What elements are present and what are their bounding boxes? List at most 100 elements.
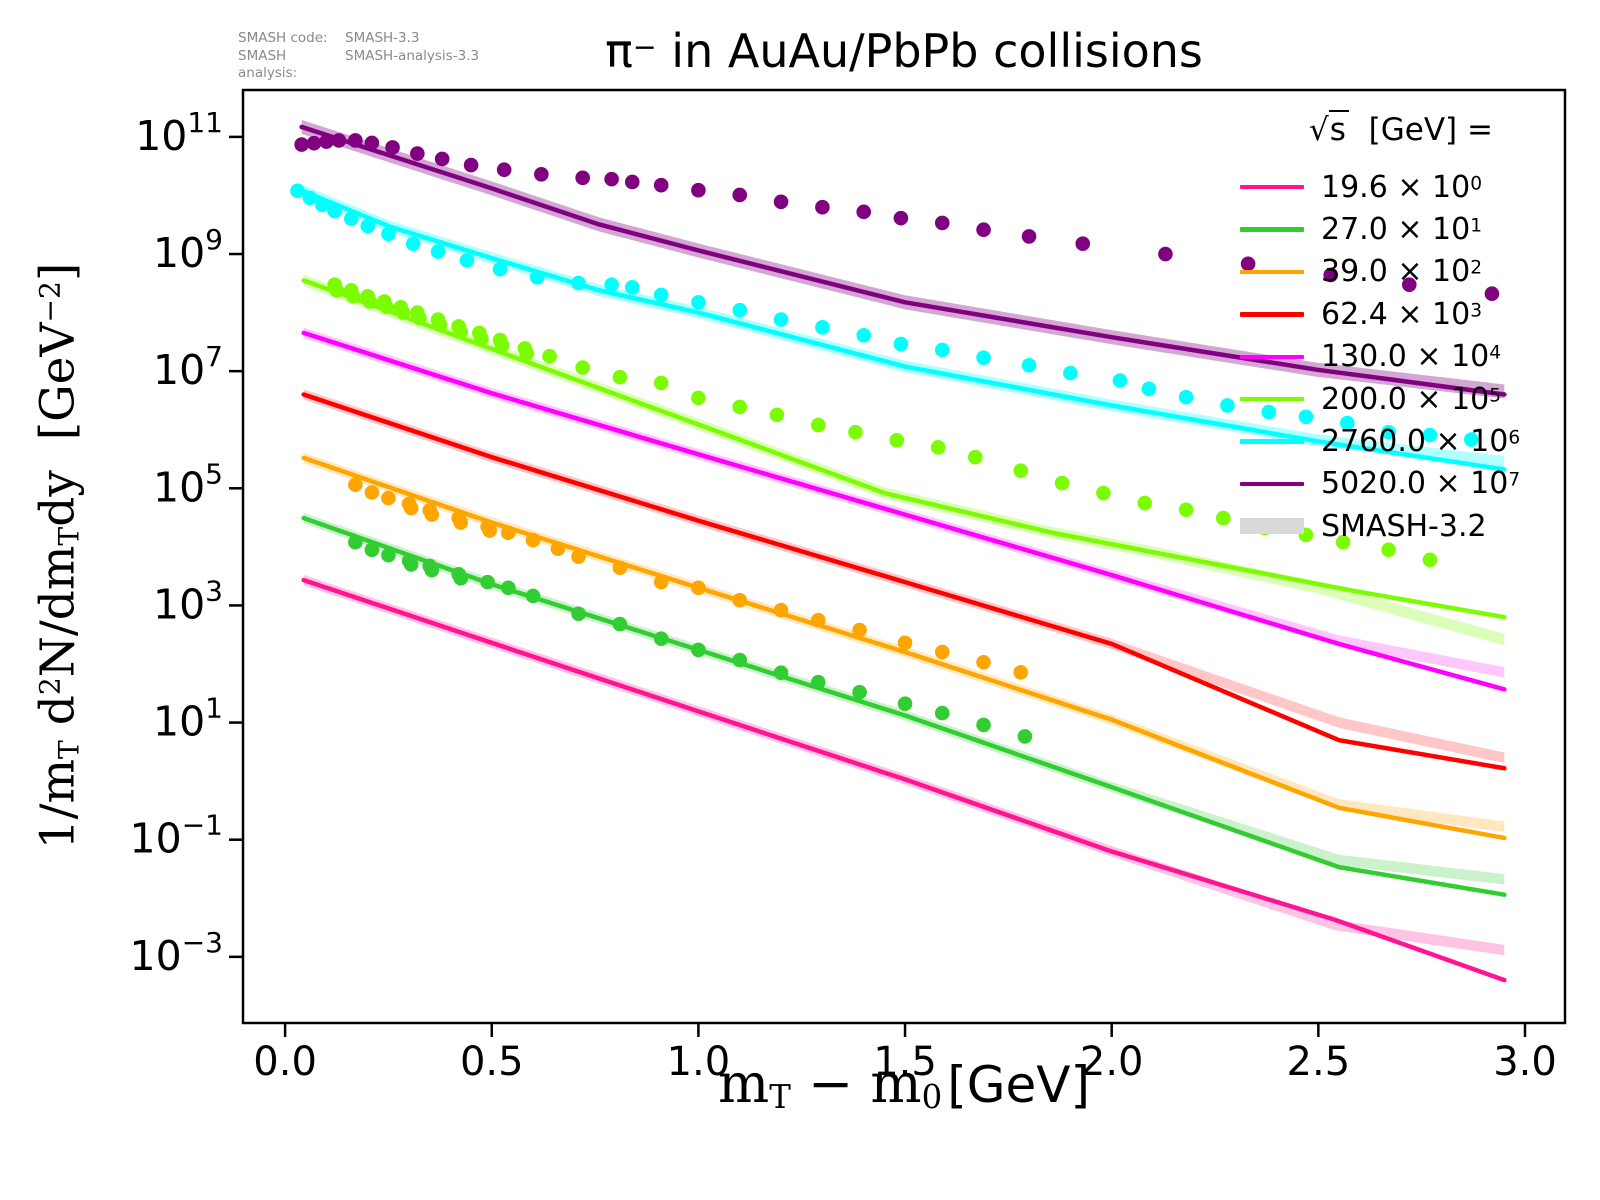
x-axis-label: mT − m0 [GeV] <box>243 1052 1565 1116</box>
dot-200-0 <box>494 338 510 353</box>
dot-2760-0 <box>976 350 991 365</box>
dot-39-0 <box>691 580 706 596</box>
dot-27-0 <box>732 652 748 668</box>
dot-2760-0 <box>1220 398 1235 413</box>
dot-5020-0 <box>604 171 619 187</box>
x-axis-label-unit: [GeV] <box>947 1056 1091 1114</box>
dot-5020-0 <box>1401 277 1417 292</box>
dot-2760-0 <box>1339 415 1355 431</box>
dot-200-0 <box>1096 485 1111 501</box>
legend-entry-62-4: 62.4 × 103 <box>1240 293 1562 335</box>
dot-200-0 <box>329 283 345 298</box>
legend-entry-2760-0: 2760.0 × 106 <box>1240 420 1562 462</box>
dot-200-0 <box>732 399 748 415</box>
dot-5020-0 <box>1240 256 1256 272</box>
dot-27-0 <box>364 542 380 558</box>
dot-2760-0 <box>290 183 305 199</box>
dot-200-0 <box>889 432 905 448</box>
dot-39-0 <box>403 500 419 516</box>
line-62-4 <box>301 392 1507 771</box>
dot-2760-0 <box>381 226 396 242</box>
dot-2760-0 <box>1063 365 1078 381</box>
legend-swatch-smash-3-2 <box>1240 518 1304 535</box>
dot-5020-0 <box>364 135 380 151</box>
legend-swatch-130-0 <box>1240 354 1304 359</box>
dot-27-0 <box>525 588 541 604</box>
dot-200-0 <box>848 424 863 440</box>
x-tick-label: 1.0 <box>667 1039 731 1085</box>
dot-39-0 <box>550 541 566 557</box>
smash-code-line: SMASH code: SMASH-3.3 <box>238 30 479 48</box>
dot-27-0 <box>773 665 789 681</box>
dot-5020-0 <box>434 151 450 167</box>
legend-swatch-62-4 <box>1240 312 1304 317</box>
line-130-0 <box>301 330 1507 692</box>
dot-39-0 <box>897 635 913 651</box>
dot-200-0 <box>474 331 489 346</box>
dot-2760-0 <box>1141 381 1157 397</box>
dot-27-0 <box>403 557 419 572</box>
dot-27-0 <box>976 717 991 733</box>
legend-label-130-0: 130.0 × 104 <box>1321 339 1502 375</box>
legend-label-smash-3-2: SMASH-3.2 <box>1321 508 1487 544</box>
dot-5020-0 <box>624 174 640 190</box>
dot-39-0 <box>612 560 628 576</box>
dot-5020-0 <box>306 135 322 151</box>
band-5020-0 <box>301 119 1505 399</box>
y-tick-label: 10−3 <box>130 926 223 980</box>
legend-entry-39-0: 39.0 × 102 <box>1240 251 1562 293</box>
dot-2760-0 <box>1112 373 1128 388</box>
dot-39-0 <box>381 490 396 506</box>
dot-27-0 <box>348 534 363 550</box>
y-tick-label: 109 <box>153 223 223 277</box>
legend-swatch-39-0 <box>1240 269 1304 275</box>
dot-39-0 <box>976 654 991 670</box>
legend-entry-200-0: 200.0 × 105 <box>1240 378 1562 420</box>
legend: √s [GeV] = 19.6 × 100 27.0 × 101 39.0 × 102… <box>1240 110 1562 548</box>
dot-2760-0 <box>302 190 318 206</box>
y-tick-label: 103 <box>153 574 223 628</box>
smash-analysis-value: SMASH-analysis-3.3 <box>345 47 480 64</box>
chart-title: π− in AuAu/PbPb collisions <box>605 24 1203 78</box>
legend-title: √s [GeV] = <box>1309 110 1493 148</box>
dot-5020-0 <box>496 162 512 178</box>
dot-39-0 <box>653 574 669 590</box>
x-tick-label: 0.5 <box>460 1039 524 1085</box>
dot-200-0 <box>810 417 826 433</box>
dot-39-0 <box>482 523 497 538</box>
dot-2760-0 <box>571 275 586 291</box>
legend-swatch-27-0 <box>1240 227 1304 232</box>
dot-5020-0 <box>976 222 991 238</box>
legend-label-2760-0: 2760.0 × 106 <box>1321 424 1521 460</box>
dot-39-0 <box>1013 665 1029 680</box>
dot-2760-0 <box>732 302 748 318</box>
dot-27-0 <box>1017 729 1033 744</box>
legend-swatch-200-0 <box>1240 396 1304 402</box>
dot-39-0 <box>364 485 380 500</box>
line-200-0 <box>301 278 1507 620</box>
smash-version-annotation: SMASH code: SMASH-3.3 SMASH analysis: SM… <box>238 30 479 83</box>
y-tick-label: 101 <box>153 692 223 746</box>
dot-39-0 <box>773 602 789 618</box>
dot-2760-0 <box>405 236 421 252</box>
x-tick-label: 2.0 <box>1080 1039 1144 1085</box>
legend-swatch-5020-0 <box>1240 481 1304 487</box>
x-axis-label-math: mT − m0 <box>717 1052 943 1117</box>
line-19-6 <box>301 577 1507 983</box>
x-tick-label: 1.5 <box>873 1039 937 1085</box>
y-tick-label: 1011 <box>135 106 223 160</box>
smash-analysis-key: SMASH analysis: <box>238 47 298 82</box>
dot-5020-0 <box>331 133 347 148</box>
sqrt-symbol: √ <box>1309 112 1329 148</box>
dot-2760-0 <box>815 320 830 335</box>
dot-200-0 <box>379 299 394 315</box>
dot-200-0 <box>1381 542 1396 558</box>
smash-analysis-line: SMASH analysis: SMASH-analysis-3.3 <box>238 48 479 83</box>
dot-5020-0 <box>773 194 789 210</box>
y-tick-label: 105 <box>153 457 223 511</box>
dot-27-0 <box>852 684 867 700</box>
dot-2760-0 <box>1463 432 1479 447</box>
dot-200-0 <box>1215 510 1231 526</box>
dot-2760-0 <box>1298 409 1314 425</box>
